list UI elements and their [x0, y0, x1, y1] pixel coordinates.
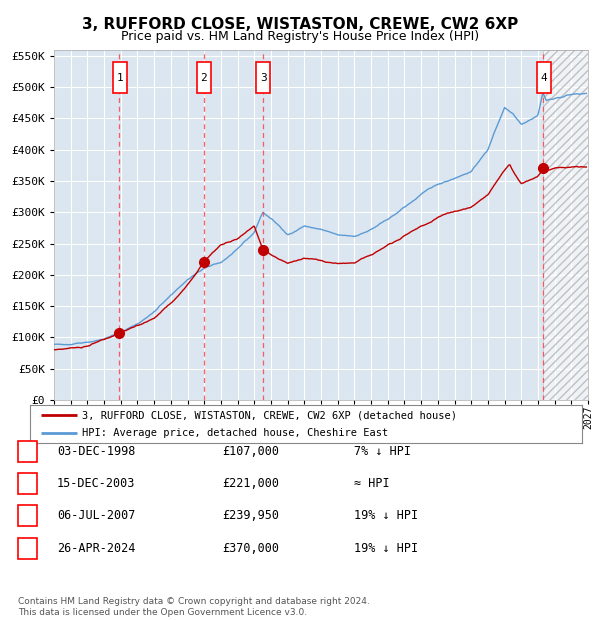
Text: 2: 2 — [200, 73, 208, 82]
Text: 26-APR-2024: 26-APR-2024 — [57, 542, 136, 554]
Text: 1: 1 — [24, 446, 31, 456]
Text: 3: 3 — [260, 73, 266, 82]
Text: 3, RUFFORD CLOSE, WISTASTON, CREWE, CW2 6XP: 3, RUFFORD CLOSE, WISTASTON, CREWE, CW2 … — [82, 17, 518, 32]
Text: HPI: Average price, detached house, Cheshire East: HPI: Average price, detached house, Ches… — [82, 428, 389, 438]
Text: 1: 1 — [116, 73, 123, 82]
Bar — [543, 50, 588, 400]
Text: Contains HM Land Registry data © Crown copyright and database right 2024.
This d: Contains HM Land Registry data © Crown c… — [18, 598, 370, 617]
Text: 03-DEC-1998: 03-DEC-1998 — [57, 445, 136, 458]
Text: ≈ HPI: ≈ HPI — [354, 477, 389, 490]
Text: 06-JUL-2007: 06-JUL-2007 — [57, 510, 136, 522]
Text: 4: 4 — [24, 543, 31, 553]
Text: 3: 3 — [24, 511, 31, 521]
Text: 3, RUFFORD CLOSE, WISTASTON, CREWE, CW2 6XP (detached house): 3, RUFFORD CLOSE, WISTASTON, CREWE, CW2 … — [82, 410, 457, 420]
Text: 19% ↓ HPI: 19% ↓ HPI — [354, 542, 418, 554]
Text: 19% ↓ HPI: 19% ↓ HPI — [354, 510, 418, 522]
FancyBboxPatch shape — [256, 62, 270, 94]
Text: 4: 4 — [541, 73, 547, 82]
Text: Price paid vs. HM Land Registry's House Price Index (HPI): Price paid vs. HM Land Registry's House … — [121, 30, 479, 43]
FancyBboxPatch shape — [113, 62, 127, 94]
Text: 15-DEC-2003: 15-DEC-2003 — [57, 477, 136, 490]
Text: £107,000: £107,000 — [222, 445, 279, 458]
FancyBboxPatch shape — [197, 62, 211, 94]
Bar — [543, 50, 588, 400]
Text: 2: 2 — [24, 479, 31, 489]
Text: £370,000: £370,000 — [222, 542, 279, 554]
Text: 7% ↓ HPI: 7% ↓ HPI — [354, 445, 411, 458]
FancyBboxPatch shape — [536, 62, 551, 94]
Text: £221,000: £221,000 — [222, 477, 279, 490]
Text: £239,950: £239,950 — [222, 510, 279, 522]
